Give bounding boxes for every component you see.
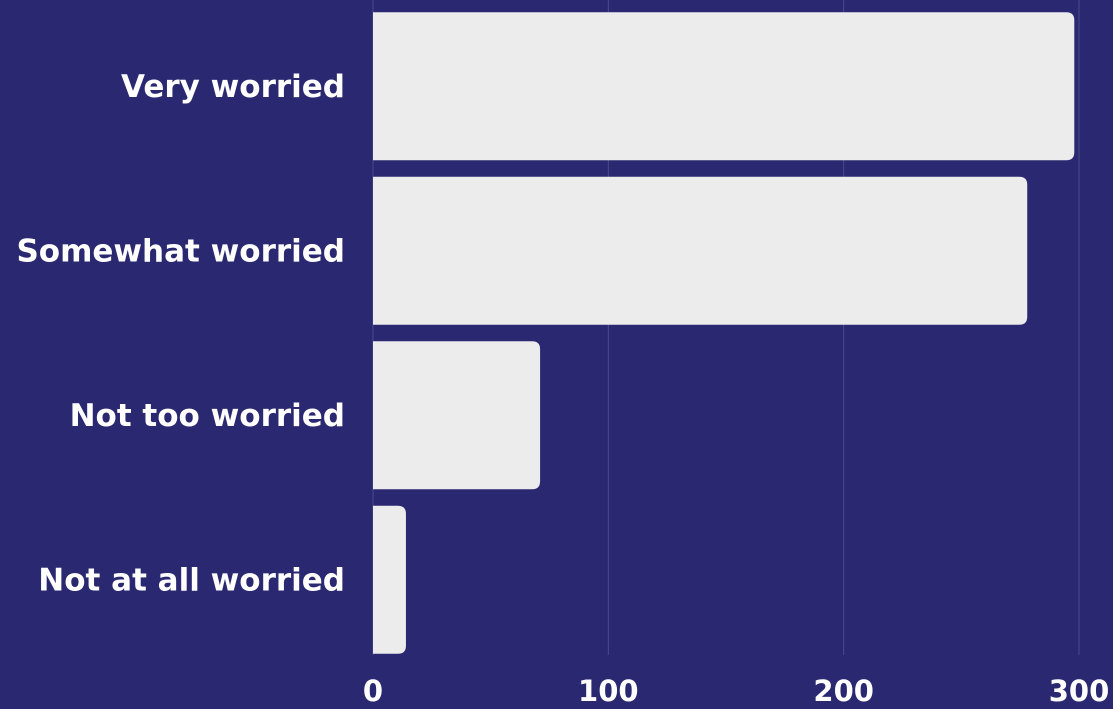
x-tick-label: 100 xyxy=(578,674,639,708)
bar xyxy=(373,12,1075,161)
y-tick-label: Not at all worried xyxy=(38,562,345,598)
y-tick-label: Very worried xyxy=(121,69,345,105)
y-tick-label: Not too worried xyxy=(70,398,345,434)
bar xyxy=(373,341,541,490)
x-tick-label: 300 xyxy=(1049,674,1110,708)
y-tick-label: Somewhat worried xyxy=(16,233,345,269)
x-tick-label: 0 xyxy=(363,674,383,708)
bar xyxy=(373,505,406,654)
bar xyxy=(373,176,1028,325)
x-tick-label: 200 xyxy=(813,674,874,708)
